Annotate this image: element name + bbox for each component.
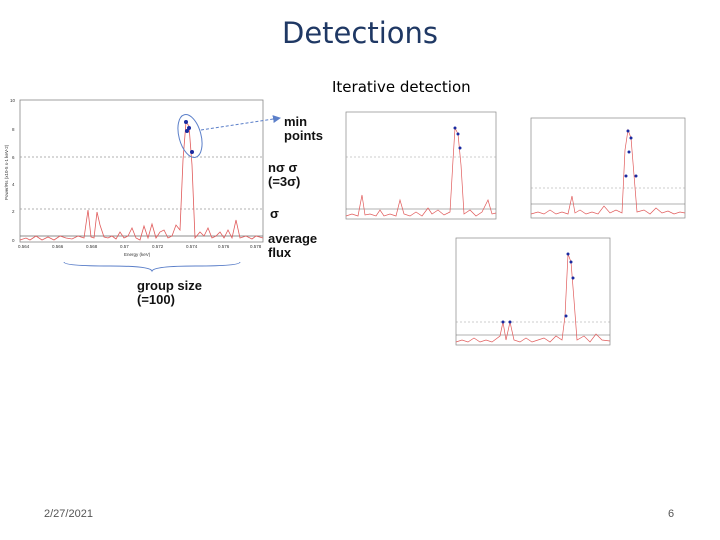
- n-sigma-label: nσ σ: [268, 160, 297, 175]
- detection-point: [456, 132, 460, 136]
- min-points-arrow: [200, 115, 281, 131]
- detection-point: [629, 136, 633, 140]
- y-tick: 10: [10, 98, 16, 103]
- main-curve: [19, 120, 264, 241]
- x-tick: 0.568: [86, 244, 98, 249]
- three-sigma-label: (=3σ): [268, 174, 300, 189]
- x-tick: 0.572: [152, 244, 164, 249]
- min-point: [184, 120, 188, 124]
- iteration-plot-1: [345, 111, 497, 220]
- main-plot: 10 8 6 4 2 0 0.564 0.566 0.568 0.57 0.57…: [4, 98, 264, 273]
- detection-point: [626, 129, 630, 133]
- group-size-brace: [63, 261, 241, 273]
- average-flux-label-1: average: [268, 231, 317, 246]
- x-axis-label: Energy (keV): [124, 252, 151, 257]
- iteration-curve: [455, 253, 611, 343]
- detection-point: [569, 260, 573, 264]
- y-tick: 8: [12, 127, 15, 132]
- iteration-curve: [345, 126, 497, 217]
- detection-point: [458, 146, 462, 150]
- x-tick: 0.564: [18, 244, 30, 249]
- iteration-plot-2: [530, 117, 686, 219]
- detection-point: [508, 320, 512, 324]
- detection-point: [627, 150, 631, 154]
- slide-page-number: 6: [668, 508, 675, 520]
- average-flux-label-2: flux: [268, 245, 292, 260]
- iteration-plot-frame: [345, 111, 497, 220]
- detection-point: [571, 276, 575, 280]
- sigma-label: σ: [270, 206, 279, 221]
- detection-point: [566, 252, 570, 256]
- min-points-label-1: min: [284, 114, 307, 129]
- y-axis-label: Power/Rs (x10-5 s-1 keV-2): [4, 144, 9, 200]
- min-point: [187, 126, 191, 130]
- y-tick: 2: [12, 209, 15, 214]
- slide-subtitle: Iterative detection: [332, 78, 471, 96]
- min-point: [190, 150, 194, 154]
- y-tick: 6: [12, 155, 15, 160]
- iteration-plot-frame: [530, 117, 686, 219]
- x-tick: 0.574: [186, 244, 198, 249]
- x-tick: 0.57: [120, 244, 129, 249]
- slide-title: Detections: [282, 16, 438, 50]
- detection-point: [564, 314, 568, 318]
- y-tick: 4: [12, 182, 15, 187]
- min-points-ellipse: [177, 114, 203, 158]
- detection-point: [501, 320, 505, 324]
- iteration-curve: [530, 128, 686, 215]
- x-tick: 0.576: [218, 244, 230, 249]
- detection-point: [634, 174, 638, 178]
- min-points-label-2: points: [284, 128, 323, 143]
- main-plot-frame: [19, 99, 264, 243]
- slide-date: 2/27/2021: [44, 508, 93, 520]
- detection-point: [453, 126, 457, 130]
- iteration-plot-frame: [455, 237, 611, 346]
- group-size-label-1: group size: [137, 278, 202, 293]
- iteration-plot-3: [455, 237, 611, 346]
- y-tick: 0: [12, 238, 15, 243]
- group-size-label-2: (=100): [137, 292, 175, 307]
- x-tick: 0.578: [250, 244, 262, 249]
- x-tick: 0.566: [52, 244, 64, 249]
- min-point: [185, 129, 189, 133]
- detection-point: [624, 174, 628, 178]
